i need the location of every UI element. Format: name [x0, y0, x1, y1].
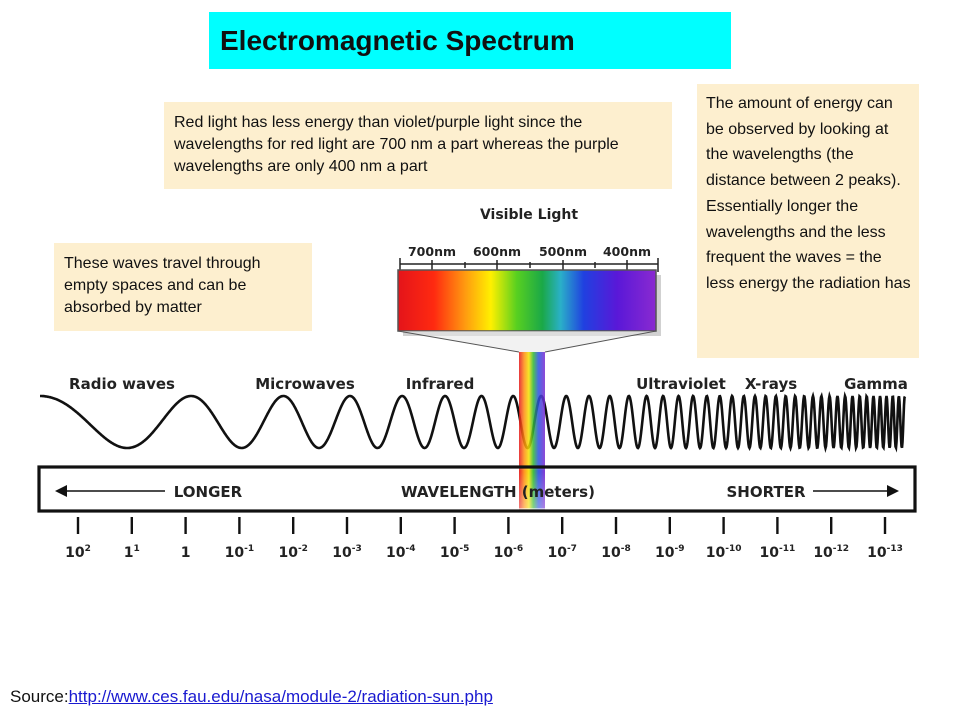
tick-label: 10-5: [440, 544, 469, 561]
tick-label: 10-13: [867, 544, 903, 561]
tick-label: 1: [181, 545, 191, 561]
tick-label: 10-9: [655, 544, 684, 561]
tick-marks: [76, 517, 887, 534]
nm-label: 700nm: [408, 244, 456, 259]
band-label-ultraviolet: Ultraviolet: [636, 375, 726, 393]
nm-label: 500nm: [539, 244, 587, 259]
nm-label: 400nm: [603, 244, 651, 259]
page-title: Electromagnetic Spectrum: [220, 25, 575, 56]
source-line: Source:http://www.ces.fau.edu/nasa/modul…: [10, 687, 493, 707]
tick-labels: 102 11 1 10-1 10-2 10-3 10-4 10-5 10-6 10-7 10-8 10…: [65, 544, 903, 561]
tick-label: 10-12: [813, 544, 849, 561]
source-prefix: Source:: [10, 687, 69, 706]
band-label-infrared: Infrared: [406, 375, 475, 393]
band-label-microwaves: Microwaves: [255, 375, 355, 393]
projection-funnel: [398, 331, 656, 352]
tick-label: 10-11: [760, 544, 796, 561]
band-label-xrays: X-rays: [745, 375, 797, 393]
source-link[interactable]: http://www.ces.fau.edu/nasa/module-2/rad…: [68, 687, 493, 706]
tick-label: 10-2: [278, 544, 307, 561]
nm-label: 600nm: [473, 244, 521, 259]
tick-label: 11: [124, 544, 140, 561]
tick-label: 10-8: [601, 544, 630, 561]
tick-label: 10-1: [225, 544, 254, 561]
longer-label: LONGER: [174, 483, 243, 501]
band-label-radio: Radio waves: [69, 375, 175, 393]
visible-light-title: Visible Light: [480, 207, 578, 223]
tick-label: 10-3: [332, 544, 361, 561]
tick-label: 10-10: [706, 544, 742, 561]
tick-label: 102: [65, 544, 91, 561]
visible-spectrum-bar: [397, 269, 657, 332]
longer-arrow: [55, 485, 165, 497]
wave-line: [40, 390, 907, 454]
tick-label: 10-6: [494, 544, 523, 561]
waves-travel-note: These waves travel through empty spaces …: [54, 243, 312, 331]
title-box: Electromagnetic Spectrum: [209, 12, 731, 69]
shorter-arrow: [813, 485, 899, 497]
shorter-label: SHORTER: [726, 483, 805, 501]
tick-label: 10-7: [547, 544, 576, 561]
wavelength-label: WAVELENGTH (meters): [401, 483, 595, 501]
energy-note: The amount of energy can be observed by …: [697, 84, 919, 358]
nm-scale: [399, 258, 659, 272]
wavelength-scale-box: [37, 465, 917, 513]
band-label-gamma: Gamma: [844, 375, 908, 393]
tick-label: 10-4: [386, 544, 415, 561]
red-light-note: Red light has less energy than violet/pu…: [164, 102, 672, 189]
